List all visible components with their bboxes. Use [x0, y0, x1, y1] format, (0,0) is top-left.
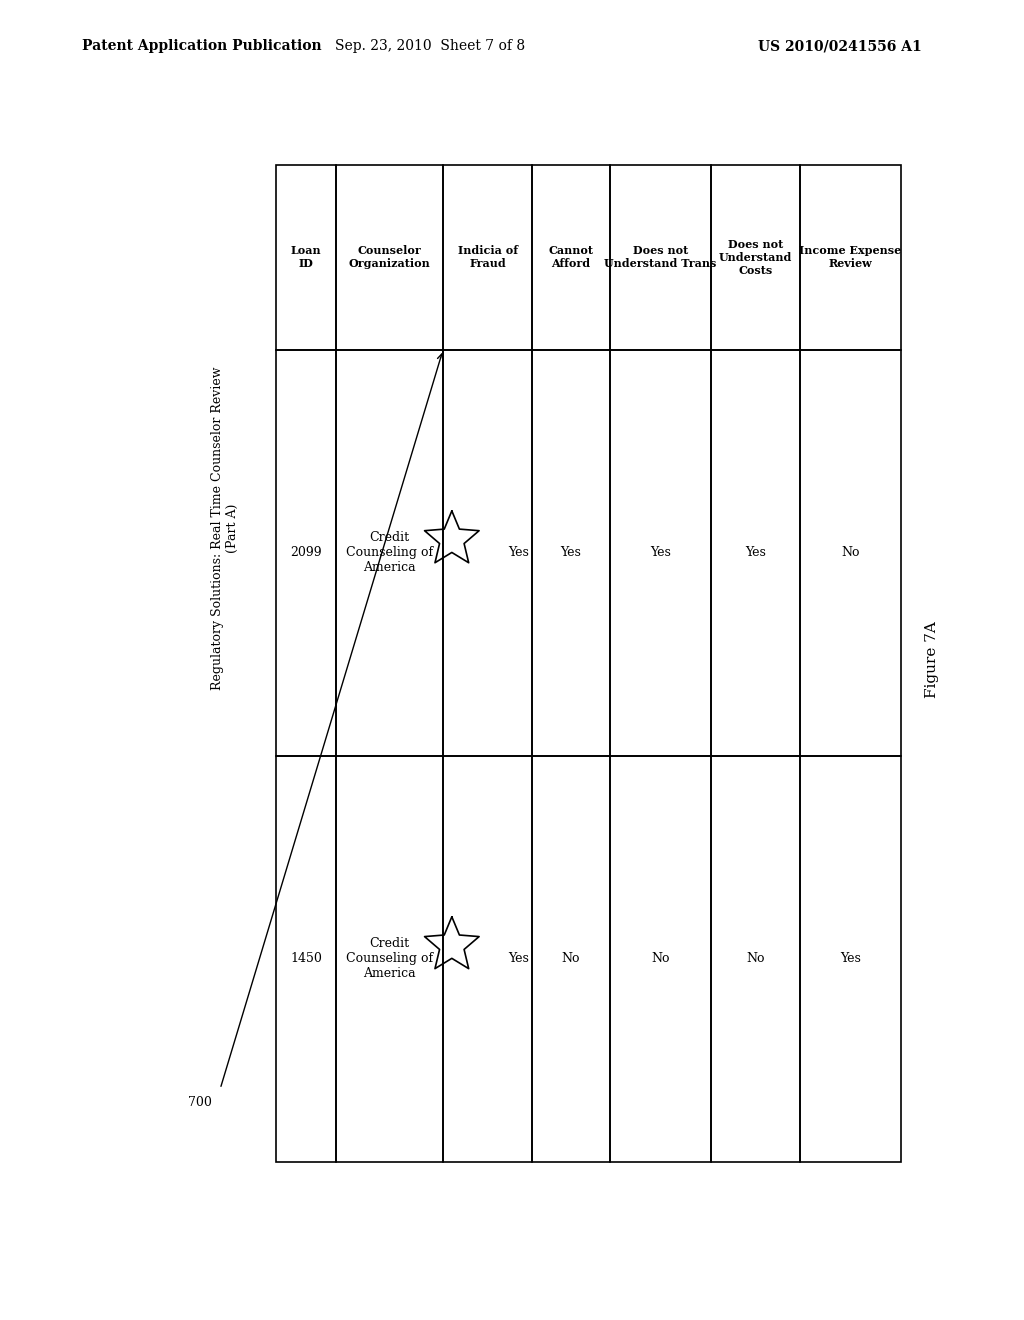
Bar: [609, 165, 711, 350]
Text: 700: 700: [187, 1096, 212, 1109]
Bar: [800, 165, 901, 350]
Text: No: No: [651, 952, 670, 965]
Text: Yes: Yes: [650, 546, 671, 560]
Bar: [336, 755, 443, 1162]
Text: Patent Application Publication: Patent Application Publication: [82, 40, 322, 53]
Text: Yes: Yes: [508, 952, 528, 965]
Text: No: No: [842, 546, 860, 560]
Text: Credit
Counseling of
America: Credit Counseling of America: [346, 531, 433, 574]
Bar: [711, 350, 800, 755]
Text: Income Expense
Review: Income Expense Review: [800, 246, 902, 269]
Bar: [443, 165, 532, 350]
Text: Does not
Understand
Costs: Does not Understand Costs: [719, 239, 792, 276]
Text: Counselor
Organization: Counselor Organization: [348, 246, 430, 269]
Text: Sep. 23, 2010  Sheet 7 of 8: Sep. 23, 2010 Sheet 7 of 8: [335, 40, 525, 53]
Text: No: No: [746, 952, 765, 965]
Text: Credit
Counseling of
America: Credit Counseling of America: [346, 937, 433, 981]
Text: 1450: 1450: [290, 952, 323, 965]
Bar: [609, 755, 711, 1162]
Bar: [532, 350, 609, 755]
Bar: [276, 755, 336, 1162]
Text: Yes: Yes: [560, 546, 582, 560]
Text: Yes: Yes: [744, 546, 766, 560]
Bar: [336, 165, 443, 350]
Bar: [711, 755, 800, 1162]
Text: US 2010/0241556 A1: US 2010/0241556 A1: [758, 40, 922, 53]
Bar: [711, 165, 800, 350]
Text: Yes: Yes: [840, 952, 861, 965]
Text: 2099: 2099: [291, 546, 322, 560]
Text: Yes: Yes: [508, 546, 528, 560]
Bar: [532, 165, 609, 350]
Bar: [336, 350, 443, 755]
Text: Indicia of
Fraud: Indicia of Fraud: [458, 246, 518, 269]
Text: No: No: [562, 952, 581, 965]
Bar: [532, 755, 609, 1162]
Text: Loan
ID: Loan ID: [291, 246, 322, 269]
Bar: [800, 350, 901, 755]
Text: Regulatory Solutions: Real Time Counselor Review
(Part A): Regulatory Solutions: Real Time Counselo…: [211, 366, 240, 690]
Bar: [443, 755, 532, 1162]
Text: Does not
Understand Trans: Does not Understand Trans: [604, 246, 717, 269]
Bar: [443, 350, 532, 755]
Bar: [800, 755, 901, 1162]
Bar: [276, 350, 336, 755]
Bar: [609, 350, 711, 755]
Bar: [276, 165, 336, 350]
Text: Cannot
Afford: Cannot Afford: [549, 246, 594, 269]
Text: Figure 7A: Figure 7A: [925, 622, 939, 698]
